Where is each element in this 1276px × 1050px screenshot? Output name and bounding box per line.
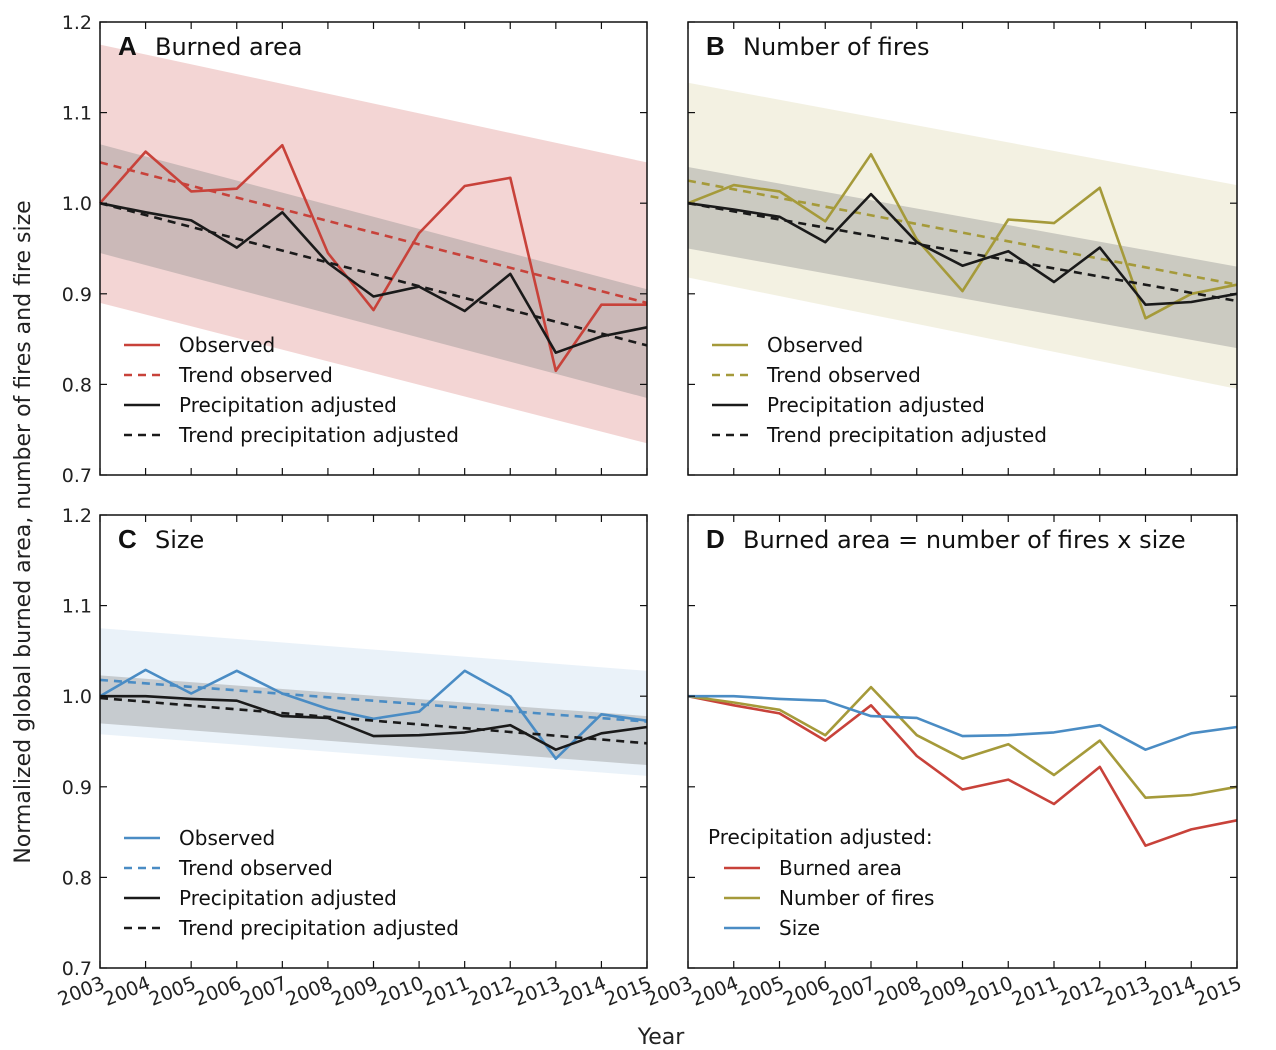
series-line-trend-observed [687,179,1238,286]
x-tick-label: 2007 [826,972,879,1011]
confidence-band-inner [100,144,647,398]
x-tick-label: 2003 [643,972,696,1011]
legend-label: Precipitation adjusted [179,393,397,417]
legend-label: Trend precipitation adjusted [766,423,1047,447]
legend-label: Precipitation adjusted [179,886,397,910]
panel-a: 0.7 0.8 0.9 1.0 1.1 1.2 A Burned area Observed Tr… [62,12,648,487]
series-line-precipitation-adjusted [100,694,648,752]
legend-label: Observed [767,333,863,357]
legend: Observed Trend observed Precipitation adju… [124,333,459,447]
y-tick-label: 0.9 [62,777,92,799]
y-tick-label: 1.2 [62,505,92,527]
y-tick-label: 0.9 [62,284,92,306]
y-tick-label: 1.1 [62,103,92,125]
panel-title: Size [155,526,204,554]
legend-label: Trend observed [178,856,333,880]
confidence-band-inner [688,166,1237,349]
series-line-trend-observed [99,678,648,723]
confidence-band-inner [100,675,647,766]
panel-letter: A [118,31,137,61]
x-tick-label: 2014 [1146,972,1199,1011]
panels: 0.7 0.8 0.9 1.0 1.1 1.2 A Burned area Observed Tr… [55,12,1245,1011]
legend-label: Trend observed [766,363,921,387]
y-tick-label: 0.8 [62,374,92,396]
legend-label: Precipitation adjusted [767,393,985,417]
x-tick-label: 2008 [872,972,925,1011]
panel-title: Burned area = number of fires x size [743,526,1186,554]
legend-label: Number of fires [779,886,934,910]
confidence-band-outer [688,82,1237,389]
x-tick-label: 2005 [734,972,787,1011]
x-tick-label: 2010 [963,972,1016,1011]
x-tick-label: 2009 [917,972,970,1011]
x-tick-label: 2015 [1192,972,1245,1011]
legend-title: Precipitation adjusted: [708,825,933,849]
y-axis-label: Normalized global burned area, number of… [11,200,36,863]
panel-title: Burned area [155,33,302,61]
series-line-precipitation-adjusted [99,201,648,355]
series-line-trend-precipitation-adjusted [687,201,1238,303]
x-tick-label: 2004 [689,972,742,1011]
legend-label: Observed [179,826,275,850]
x-tick-label: 2006 [780,972,833,1011]
series-line-burned-area [687,694,1238,848]
legend-label: Trend observed [178,363,333,387]
x-tick-label: 2012 [1055,972,1108,1011]
legend: Precipitation adjusted: Burned area Number… [708,825,934,940]
series-line-precipitation-adjusted [687,192,1238,307]
confidence-band-outer [100,44,647,444]
legend-label: Trend precipitation adjusted [178,916,459,940]
series-line-number-of-fires [687,685,1238,800]
y-tick-label: 1.0 [62,193,92,215]
series-line-observed [99,143,647,373]
series-line-observed [99,668,648,761]
x-tick-label: 2011 [1009,972,1062,1011]
legend-label: Size [779,916,820,940]
y-tick-label: 0.8 [62,867,92,889]
panel-letter: C [118,524,137,554]
panel-c: 0.70.80.91.01.11.22003200420052006200720… [55,505,655,1011]
legend-label: Observed [179,333,275,357]
y-tick-label: 0.7 [62,958,92,980]
series-line-observed [687,153,1238,320]
panel-letter: B [706,31,725,61]
legend: Observed Trend observed Precipitation adju… [124,826,459,940]
confidence-band-outer [100,628,647,776]
legend: Observed Trend observed Precipitation adju… [712,333,1047,447]
panel-letter: D [706,524,725,554]
y-tick-label: 1.2 [62,12,92,34]
series-line-size [688,694,1238,752]
legend-label: Trend precipitation adjusted [178,423,459,447]
series-line-trend-observed [99,161,648,305]
series-line-trend-precipitation-adjusted [99,201,648,347]
plot-frame [687,514,1238,969]
x-tick-label: 2013 [1100,972,1153,1011]
x-axis-label: Year [637,1025,686,1050]
panel-title: Number of fires [743,33,930,61]
y-tick-label: 0.7 [62,465,92,487]
panel-d: 2003200420052006200720082009201020112012… [643,514,1245,1011]
y-tick-label: 1.0 [62,686,92,708]
series-line-trend-precipitation-adjusted [99,696,648,745]
y-tick-label: 1.1 [62,596,92,618]
legend-label: Burned area [779,856,902,880]
panel-b: B Number of fires Observed Trend observed Pr… [687,21,1238,476]
